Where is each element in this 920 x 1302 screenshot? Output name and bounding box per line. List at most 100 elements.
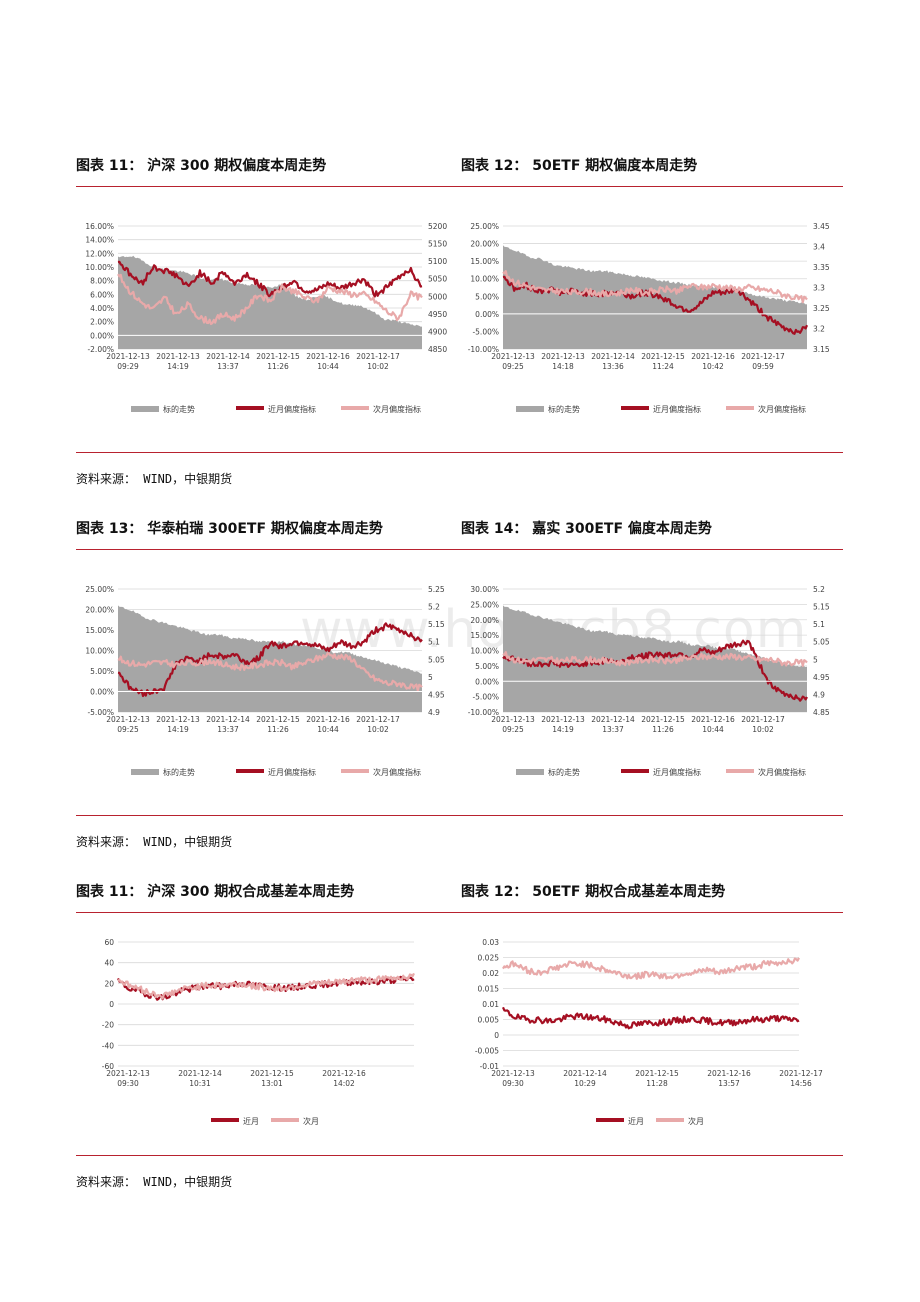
legend-swatch (236, 406, 264, 410)
y-tick-label: 5.00% (475, 662, 499, 671)
y-tick-label: 0 (109, 1000, 114, 1009)
y2-tick-label: 5.2 (813, 585, 825, 594)
chart-50etf-skew: 25.00% 20.00% 15.00% 10.00% 5.00% 0.00% -5.00%… (468, 222, 830, 414)
x-tick-label: 2021-12-13 (156, 715, 200, 724)
x-tick-label: 09:25 (502, 725, 524, 734)
legend-label: 次月偏度指标 (758, 767, 806, 777)
legend-swatch (131, 406, 159, 412)
y-tick-label: 15.00% (470, 257, 499, 266)
x-tick-label: 11:26 (652, 725, 674, 734)
title-rule (76, 912, 843, 913)
legend-label: 次月偏度指标 (758, 404, 806, 414)
legend-swatch (236, 769, 264, 773)
legend-swatch (516, 406, 544, 412)
y2-tick-label: 3.35 (813, 263, 830, 272)
legend-swatch (516, 769, 544, 775)
y-tick-label: 0.00% (90, 688, 114, 697)
series-next-month-line (117, 273, 423, 326)
y-tick-label: 0.02 (482, 969, 499, 978)
x-tick-label: 10:42 (702, 362, 724, 371)
series-near-month-line (502, 275, 809, 335)
legend-label: 标的走势 (163, 404, 195, 414)
y-tick-label: 20.00% (470, 616, 499, 625)
y-tick-label: 0.005 (478, 1016, 500, 1025)
y-tick-label: 0.015 (478, 985, 500, 994)
series-underlying-area (118, 605, 422, 712)
series-next-month-line (117, 652, 423, 692)
y-tick-label: 4.00% (90, 304, 114, 313)
y-tick-label: 2.00% (90, 318, 114, 327)
legend-label: 标的走势 (548, 767, 580, 777)
x-tick-label: 10:02 (752, 725, 774, 734)
legend-label: 次月 (688, 1116, 704, 1126)
x-tick-label: 10:44 (317, 725, 339, 734)
x-tick-label: 2021-12-13 (491, 352, 535, 361)
x-tick-label: 09:30 (117, 1079, 139, 1088)
x-tick-label: 13:36 (602, 362, 624, 371)
y-tick-label: 0.00% (90, 331, 114, 340)
legend-swatch (271, 1118, 299, 1122)
source-note: 资料来源： WIND，中银期货 (76, 835, 233, 849)
y2-tick-label: 5.15 (813, 603, 830, 612)
x-tick-label: 2021-12-16 (691, 715, 735, 724)
x-tick-label: 11:28 (646, 1079, 668, 1088)
legend-swatch (341, 406, 369, 410)
x-tick-label: 14:19 (552, 725, 574, 734)
x-tick-label: 10:29 (574, 1079, 596, 1088)
chart-huatai-300etf-skew: 25.00% 20.00% 15.00% 10.00% 5.00% 0.00% -5.00%… (85, 585, 445, 777)
legend-swatch (211, 1118, 239, 1122)
x-tick-label: 09:25 (502, 362, 524, 371)
x-tick-label: 2021-12-15 (641, 352, 685, 361)
y-tick-label: 0.00% (475, 677, 499, 686)
x-tick-label: 2021-12-17 (356, 352, 400, 361)
section-rule (76, 1155, 843, 1156)
x-tick-label: 10:44 (317, 362, 339, 371)
y-tick-label: 0 (494, 1031, 499, 1040)
y-tick-label: 6.00% (90, 290, 114, 299)
x-tick-label: 13:37 (217, 725, 239, 734)
source-note: 资料来源： WIND，中银期货 (76, 1175, 233, 1189)
series-next-month-line (502, 270, 808, 304)
chart-hs300-skew: 16.00% 14.00% 12.00% 10.00% 8.00% 6.00% 4.00% 2… (85, 222, 447, 414)
x-tick-label: 14:18 (552, 362, 574, 371)
x-tick-label: 2021-12-14 (563, 1069, 607, 1078)
y-tick-label: 16.00% (85, 222, 114, 231)
y2-tick-label: 5.05 (428, 655, 445, 664)
title-rule (76, 186, 843, 187)
x-tick-label: 10:02 (367, 725, 389, 734)
x-tick-label: 10:31 (189, 1079, 211, 1088)
y-tick-label: 0.00% (475, 310, 499, 319)
x-tick-label: 11:24 (652, 362, 674, 371)
series-next-month-line (502, 957, 800, 980)
x-tick-label: 2021-12-13 (156, 352, 200, 361)
legend-swatch (621, 406, 649, 410)
x-tick-label: 13:57 (718, 1079, 740, 1088)
y2-tick-label: 3.4 (813, 243, 825, 252)
legend-label: 次月偏度指标 (373, 767, 421, 777)
x-tick-label: 11:26 (267, 725, 289, 734)
series-next-month-line (117, 972, 415, 1000)
x-tick-label: 13:37 (217, 362, 239, 371)
x-tick-label: 2021-12-15 (256, 352, 300, 361)
x-tick-label: 2021-12-16 (691, 352, 735, 361)
section-rule (76, 815, 843, 816)
x-tick-label: 2021-12-17 (741, 352, 785, 361)
y2-tick-label: 4.95 (428, 690, 445, 699)
x-tick-label: 2021-12-17 (741, 715, 785, 724)
chart-title-1: 图表 11： 沪深 300 期权偏度本周走势 (76, 158, 327, 174)
x-tick-label: 09:29 (117, 362, 139, 371)
x-tick-label: 11:26 (267, 362, 289, 371)
y-tick-label: 10.00% (85, 647, 114, 656)
legend-label: 次月偏度指标 (373, 404, 421, 414)
y-tick-label: -10.00% (468, 345, 499, 354)
y-tick-label: 25.00% (470, 600, 499, 609)
x-tick-label: 2021-12-16 (306, 352, 350, 361)
x-tick-label: 2021-12-14 (591, 352, 635, 361)
legend-label: 近月偏度指标 (268, 767, 316, 777)
chart-jiashi-300etf-skew: 30.00% 25.00% 20.00% 15.00% 10.00% 5.00% 0.00%… (468, 585, 830, 777)
chart-title-2: 图表 12： 50ETF 期权偏度本周走势 (461, 158, 698, 174)
x-tick-label: 2021-12-13 (106, 715, 150, 724)
x-tick-label: 2021-12-15 (250, 1069, 294, 1078)
chart-title-4: 图表 14： 嘉实 300ETF 偏度本周走势 (461, 521, 712, 537)
